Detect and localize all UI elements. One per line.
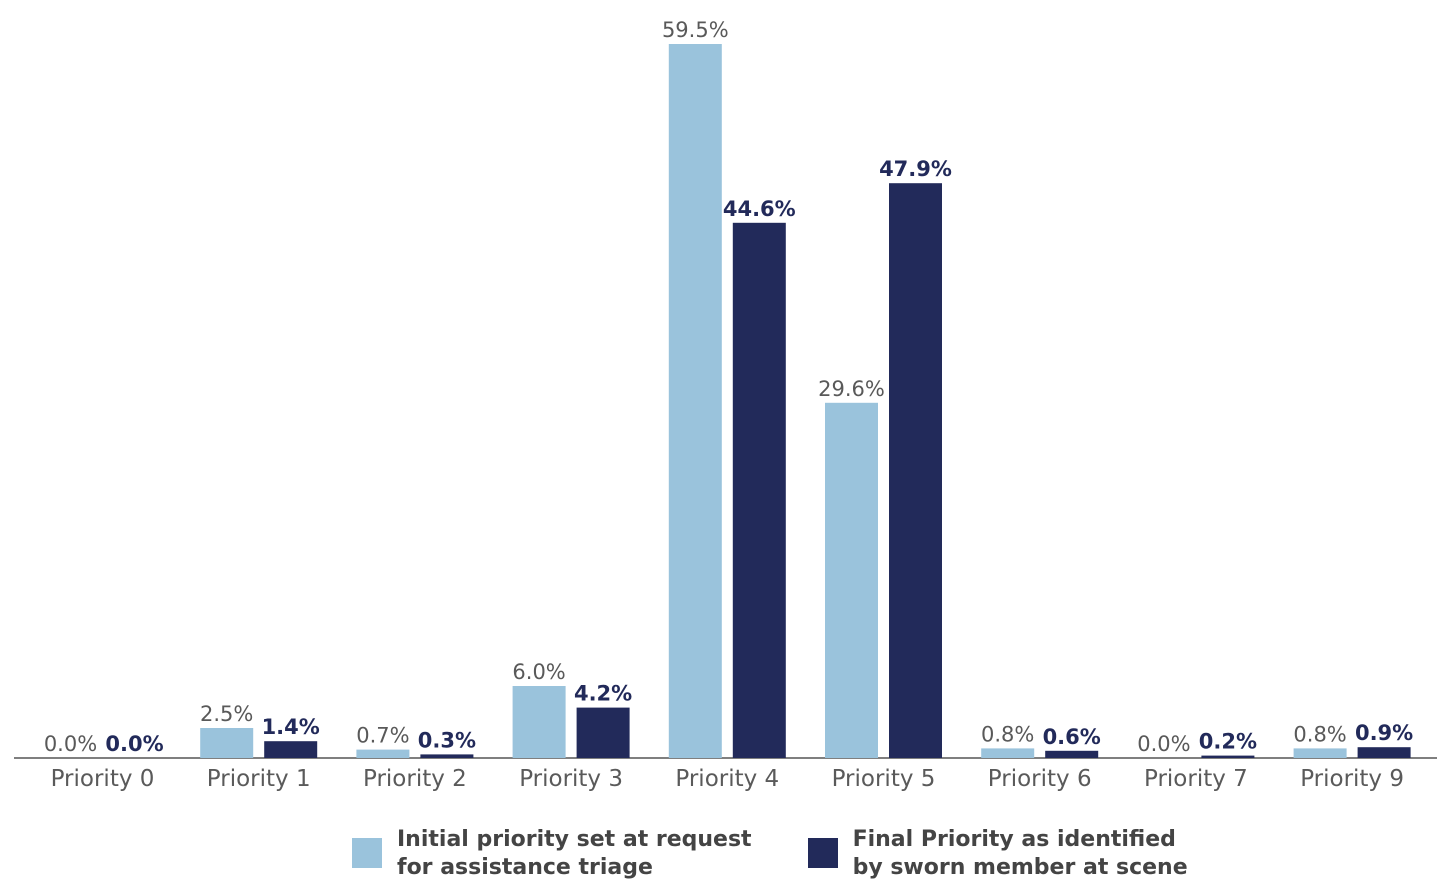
data-label-final-6: 0.6% xyxy=(1043,725,1101,749)
category-label-0: Priority 0 xyxy=(51,766,155,792)
data-label-final-1: 1.4% xyxy=(262,715,320,739)
legend-item-final: Final Priority as identified by sworn me… xyxy=(807,826,1188,882)
bar-initial-5 xyxy=(825,402,878,758)
data-label-final-0: 0.0% xyxy=(105,732,163,756)
category-label-7: Priority 7 xyxy=(1144,766,1248,792)
bar-initial-1 xyxy=(200,728,254,758)
category-label-5: Priority 5 xyxy=(832,766,936,792)
data-label-initial-1: 2.5% xyxy=(200,702,253,726)
category-label-6: Priority 6 xyxy=(988,766,1092,792)
bar-initial-3 xyxy=(512,686,566,758)
bar-final-5 xyxy=(889,183,942,758)
bar-final-7 xyxy=(1201,755,1255,758)
bars-layer xyxy=(200,44,1411,759)
data-label-final-2: 0.3% xyxy=(418,728,476,752)
data-label-final-3: 4.2% xyxy=(574,682,632,706)
data-label-initial-7: 0.0% xyxy=(1137,732,1190,756)
bar-initial-8 xyxy=(1293,748,1347,758)
category-label-2: Priority 2 xyxy=(363,766,467,792)
legend-swatch-initial xyxy=(352,838,382,868)
category-label-4: Priority 4 xyxy=(675,766,779,792)
data-label-final-4: 44.6% xyxy=(723,197,796,221)
labels-layer: 0.0% 0.0% Priority 0 2.5% 1.4% Priority 1 0.7%… xyxy=(44,18,1413,792)
data-label-final-7: 0.2% xyxy=(1199,730,1257,754)
data-label-final-5: 47.9% xyxy=(879,157,952,181)
data-label-initial-3: 6.0% xyxy=(512,660,565,684)
data-label-initial-2: 0.7% xyxy=(356,724,409,748)
data-label-initial-4: 59.5% xyxy=(662,18,729,42)
legend-item-initial: Initial priority set at request for assi… xyxy=(352,826,752,882)
bar-initial-6 xyxy=(981,748,1035,758)
bar-final-4 xyxy=(732,222,786,759)
bar-initial-2 xyxy=(356,749,410,758)
bar-final-6 xyxy=(1045,750,1099,758)
data-label-initial-8: 0.8% xyxy=(1293,722,1346,746)
legend: Initial priority set at request for assi… xyxy=(352,826,1188,882)
category-label-1: Priority 1 xyxy=(207,766,311,792)
bar-final-2 xyxy=(420,754,474,758)
category-label-3: Priority 3 xyxy=(519,766,623,792)
bar-final-3 xyxy=(576,707,630,758)
legend-label-initial: Initial priority set at request for assi… xyxy=(397,827,752,880)
data-label-final-8: 0.9% xyxy=(1355,721,1413,745)
category-label-8: Priority 9 xyxy=(1300,766,1404,792)
data-label-initial-0: 0.0% xyxy=(44,732,97,756)
bar-initial-4 xyxy=(668,44,722,758)
legend-label-final: Final Priority as identified by sworn me… xyxy=(852,827,1188,880)
legend-swatch-final xyxy=(807,838,838,868)
data-label-initial-5: 29.6% xyxy=(818,377,885,401)
bar-final-8 xyxy=(1357,747,1411,758)
bar-final-1 xyxy=(264,741,318,758)
data-label-initial-6: 0.8% xyxy=(981,722,1034,746)
